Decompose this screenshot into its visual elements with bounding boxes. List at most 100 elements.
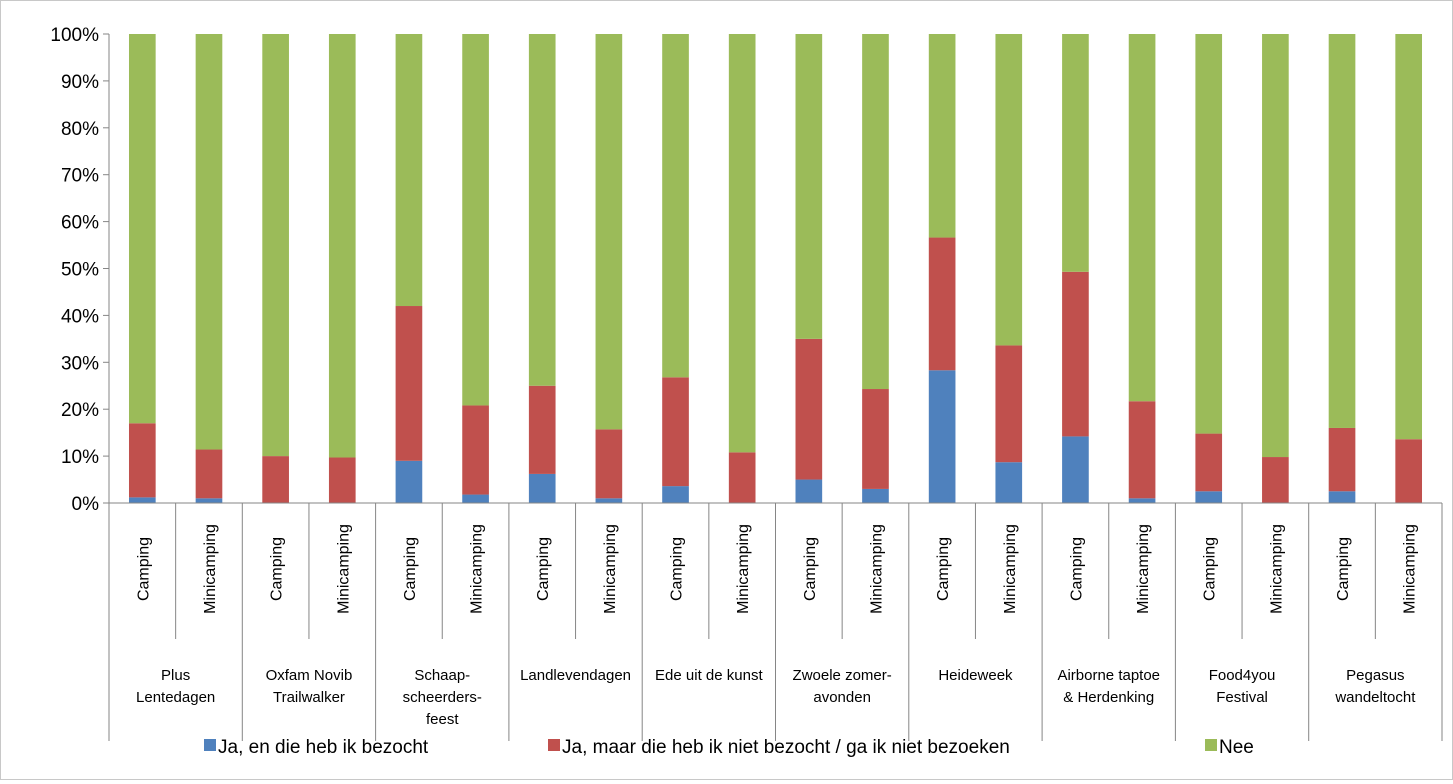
bars-layer [128,34,1423,503]
x-group-label: Lentedagen [136,689,215,706]
x-group-label: Schaap- [414,667,470,684]
y-tick-label: 0% [72,494,100,515]
x-category-label: Minicamping [602,524,619,614]
x-group-label: Food4you [1209,667,1276,684]
bar-segment [995,345,1023,463]
bar-segment [1128,498,1156,503]
x-group-label: Oxfam Novib [266,667,353,684]
bar-segment [528,473,556,503]
x-group-label: scheerders- [403,689,482,706]
y-tick-label: 60% [61,213,99,234]
bar-segment [1128,401,1156,499]
bar-segment [528,385,556,474]
y-tick-label: 40% [61,306,99,327]
bar-segment [328,457,356,503]
x-group-label: Festival [1216,689,1268,706]
bar-segment [1062,436,1089,503]
bar-segment [662,34,689,378]
x-category-label: Camping [269,537,286,601]
x-category-label: Minicamping [335,524,352,614]
bar-segment [395,306,423,461]
x-group-label: Trailwalker [273,689,345,706]
x-category-label: Camping [669,537,686,601]
y-tick-label: 50% [61,260,99,281]
legend-swatch [1205,739,1217,751]
bar-segment [462,405,489,495]
legend-label: Ja, maar die heb ik niet bezocht / ga ik… [562,737,1010,758]
y-tick-label: 100% [50,25,99,46]
bar-segment [1195,433,1223,492]
bar-segment [662,486,689,503]
x-category-label: Camping [1068,537,1085,601]
bar-segment [1195,34,1223,434]
bar-segment [128,423,156,498]
x-group-label: Airborne taptoe [1057,667,1160,684]
bar-segment [595,34,623,430]
x-category-label: Camping [535,537,552,601]
x-group-label: Ede uit de kunst [655,667,763,684]
bar-segment [995,34,1023,346]
x-group-label: Plus [161,667,190,684]
legend-swatch [204,739,216,751]
bar-segment [928,237,956,371]
x-group-label: wandeltocht [1334,689,1416,706]
bar-segment [1262,457,1289,503]
bar-segment [128,34,156,424]
x-category-label: Camping [1335,537,1352,601]
x-category-label: Minicamping [1268,524,1285,614]
x-category-label: Camping [935,537,952,601]
bar-segment [928,34,956,238]
bar-segment [262,456,289,503]
x-category-labels: Camping Minicamping Camping Minicamping Camp… [135,524,1418,614]
bar-segment [1062,271,1089,437]
bar-segment [795,338,823,480]
x-category-label: Minicamping [1135,524,1152,614]
bar-segment [1395,34,1423,440]
bar-segment [862,488,889,503]
bar-segment [395,34,423,307]
y-tick-label: 10% [61,447,99,468]
y-tick-label: 30% [61,353,99,374]
bar-segment [728,34,756,453]
legend-label: Ja, en die heb ik bezocht [218,737,429,758]
bar-segment [195,498,223,503]
bar-segment [928,370,956,503]
bar-segment [462,34,489,406]
bar-segment [862,34,889,390]
bar-segment [1062,34,1089,272]
bar-segment [395,460,423,503]
bar-segment [862,389,889,489]
x-category-label: Camping [802,537,819,601]
x-category-label: Minicamping [469,524,486,614]
bar-segment [662,377,689,487]
bar-segment [1262,34,1289,458]
bar-segment [995,462,1023,503]
x-category-label: Camping [402,537,419,601]
bar-segment [262,34,289,457]
bar-segment [328,34,356,458]
x-category-label: Minicamping [202,524,219,614]
legend-swatch [548,739,560,751]
bar-segment [195,34,223,450]
x-category-label: Camping [135,537,152,601]
y-tick-labels: 0% 10% 20% 30% 40% 50% 60% 70% 80% 90% 100% [50,25,99,515]
bar-segment [1195,491,1223,503]
x-category-label: Minicamping [1402,524,1419,614]
x-category-label: Minicamping [735,524,752,614]
x-group-label: Pegasus [1346,667,1404,684]
bar-segment [795,34,823,339]
y-tick-label: 70% [61,166,99,187]
bar-segment [1395,439,1423,503]
x-group-label: & Herdenking [1063,689,1154,706]
bar-segment [1328,34,1356,428]
x-group-labels: Plus Lentedagen Oxfam Novib Trailwalker Scha… [136,667,1416,728]
bar-segment [595,429,623,499]
bar-segment [195,449,223,499]
y-tick-label: 20% [61,400,99,421]
bar-segment [795,479,823,503]
y-tick-label: 80% [61,119,99,140]
legend: Ja, en die heb ik bezocht Ja, maar die he… [204,737,1254,758]
bar-segment [462,494,489,503]
